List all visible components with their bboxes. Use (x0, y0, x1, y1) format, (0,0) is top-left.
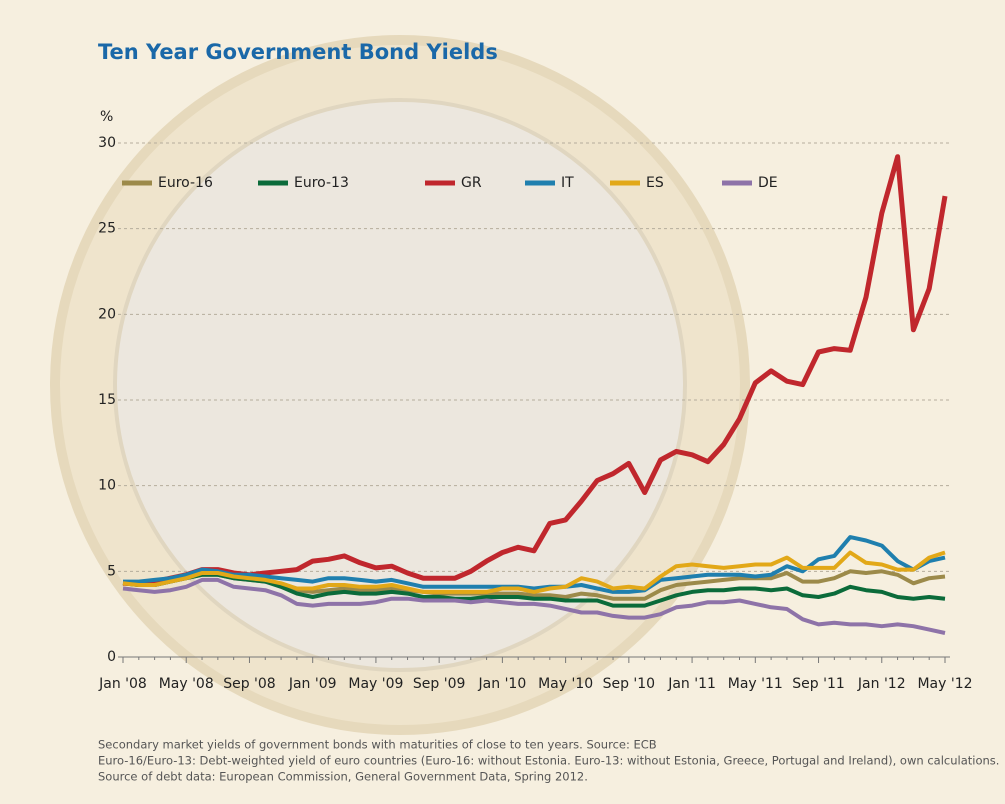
footnote: Secondary market yields of government bo… (98, 738, 657, 752)
x-tick-label: May '10 (538, 676, 593, 692)
y-axis-label: % (100, 109, 113, 125)
legend-label: IT (561, 175, 574, 191)
x-tick-label: Sep '10 (603, 676, 656, 692)
x-tick-label: Jan '12 (857, 676, 906, 692)
y-tick-label: 20 (98, 306, 116, 322)
y-tick-label: 15 (98, 392, 116, 408)
x-tick-label: Sep '08 (223, 676, 276, 692)
footnote: Source of debt data: European Commission… (98, 770, 588, 784)
x-tick-label: May '09 (348, 676, 403, 692)
y-tick-label: 0 (107, 649, 116, 665)
legend-label: DE (758, 175, 778, 191)
series-line (122, 550, 946, 594)
y-tick-label: 25 (98, 221, 116, 237)
x-tick-label: May '11 (728, 676, 783, 692)
series-line (122, 577, 946, 635)
x-tick-label: Jan '09 (288, 676, 337, 692)
x-tick-label: Jan '08 (98, 676, 147, 692)
y-tick-label: 10 (98, 478, 116, 494)
x-tick-label: Sep '09 (413, 676, 466, 692)
y-tick-label: 5 (107, 563, 116, 579)
coin-inner-decoration (113, 98, 687, 672)
legend-label: Euro-13 (294, 175, 349, 191)
x-tick-label: Sep '11 (792, 676, 845, 692)
legend-label: Euro-16 (158, 175, 213, 191)
legend-label: ES (646, 175, 664, 191)
x-tick-label: May '08 (159, 676, 214, 692)
x-tick-label: Jan '10 (478, 676, 527, 692)
legend-label: GR (461, 175, 482, 191)
footnote: Euro-16/Euro-13: Debt-weighted yield of … (98, 754, 999, 768)
x-tick-label: Jan '11 (667, 676, 716, 692)
x-tick-label: May '12 (917, 676, 972, 692)
chart-title: Ten Year Government Bond Yields (98, 40, 498, 64)
y-tick-label: 30 (98, 135, 116, 151)
series-line (123, 154, 948, 586)
